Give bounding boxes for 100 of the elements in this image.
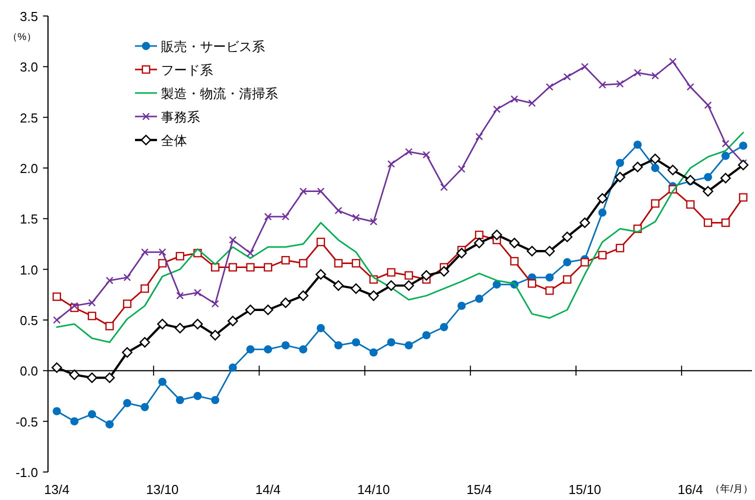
point: [668, 164, 678, 176]
point: [176, 396, 184, 404]
point: [704, 102, 712, 109]
point: [422, 331, 430, 340]
x-tick-label: 13/10: [146, 482, 179, 497]
point: [598, 250, 607, 260]
x-tick-label: 14/10: [357, 482, 390, 497]
point: [404, 341, 413, 350]
y-tick-label: 1.0: [20, 262, 38, 278]
point: [316, 324, 325, 332]
point: [333, 280, 344, 291]
point: [580, 217, 590, 228]
point: [211, 396, 220, 404]
point: [581, 63, 588, 70]
point: [124, 274, 131, 282]
point: [616, 158, 624, 168]
point: [388, 160, 395, 168]
point: [476, 132, 483, 140]
point: [598, 208, 606, 217]
point: [158, 259, 167, 268]
point: [704, 218, 712, 227]
point: [69, 369, 80, 380]
point: [440, 184, 448, 191]
point: [176, 292, 184, 300]
point: [174, 322, 186, 334]
point: [702, 186, 714, 197]
point: [492, 230, 502, 240]
point: [686, 83, 694, 91]
point: [334, 259, 343, 268]
legend-label: 製造・物流・清掃系: [161, 86, 278, 101]
point: [422, 151, 430, 158]
point: [632, 162, 643, 172]
y-tick-label: 3.0: [20, 60, 38, 75]
point: [281, 256, 290, 264]
point: [598, 81, 606, 89]
point: [510, 257, 519, 266]
point: [300, 188, 307, 195]
point: [210, 330, 220, 340]
x-tick-label: 13/4: [44, 482, 70, 497]
point: [634, 69, 642, 76]
point: [722, 140, 730, 148]
point: [52, 362, 62, 373]
point: [246, 250, 254, 257]
point: [280, 298, 291, 308]
point: [350, 283, 362, 294]
point: [229, 236, 236, 244]
y-tick-label: -0.5: [16, 414, 38, 430]
point: [88, 312, 96, 320]
point: [52, 292, 61, 301]
point: [316, 269, 326, 280]
point: [546, 273, 554, 282]
point: [264, 345, 272, 354]
point: [334, 341, 342, 350]
point: [475, 230, 484, 240]
point: [158, 248, 166, 256]
point: [474, 238, 484, 248]
point: [106, 420, 114, 428]
y-tick-label: 3.5: [20, 9, 38, 24]
point: [370, 348, 378, 357]
point: [651, 164, 660, 172]
x-tick-label: 14/4: [255, 482, 281, 497]
point: [52, 407, 61, 416]
point: [526, 246, 538, 256]
point: [616, 244, 624, 252]
point: [105, 322, 114, 330]
point: [140, 284, 149, 293]
point: [651, 199, 660, 208]
point: [123, 300, 132, 308]
point: [722, 152, 730, 160]
point: [176, 252, 184, 260]
point: [387, 338, 396, 346]
point: [669, 58, 676, 66]
point: [739, 193, 748, 202]
point: [140, 337, 150, 348]
y-tick-label: 0.5: [20, 313, 38, 328]
point: [738, 160, 748, 170]
point: [192, 318, 203, 330]
point: [70, 417, 78, 426]
point: [562, 232, 572, 242]
point: [614, 172, 626, 182]
point: [438, 266, 450, 277]
point: [262, 304, 274, 316]
point: [88, 410, 96, 418]
point: [510, 95, 518, 103]
point: [282, 213, 290, 220]
point: [264, 263, 272, 272]
point: [245, 304, 256, 316]
point: [282, 341, 290, 350]
point: [509, 238, 520, 248]
point: [458, 165, 466, 173]
point: [458, 302, 466, 310]
y-tick-label: 2.5: [20, 110, 38, 126]
y-tick-label: -1.0: [16, 465, 38, 480]
point: [440, 322, 448, 332]
point: [563, 258, 572, 266]
point: [264, 213, 272, 220]
legend-label: フード系: [161, 62, 213, 78]
legend-label: 販売・サービス系: [161, 39, 265, 54]
point: [720, 172, 731, 184]
point: [246, 263, 255, 272]
